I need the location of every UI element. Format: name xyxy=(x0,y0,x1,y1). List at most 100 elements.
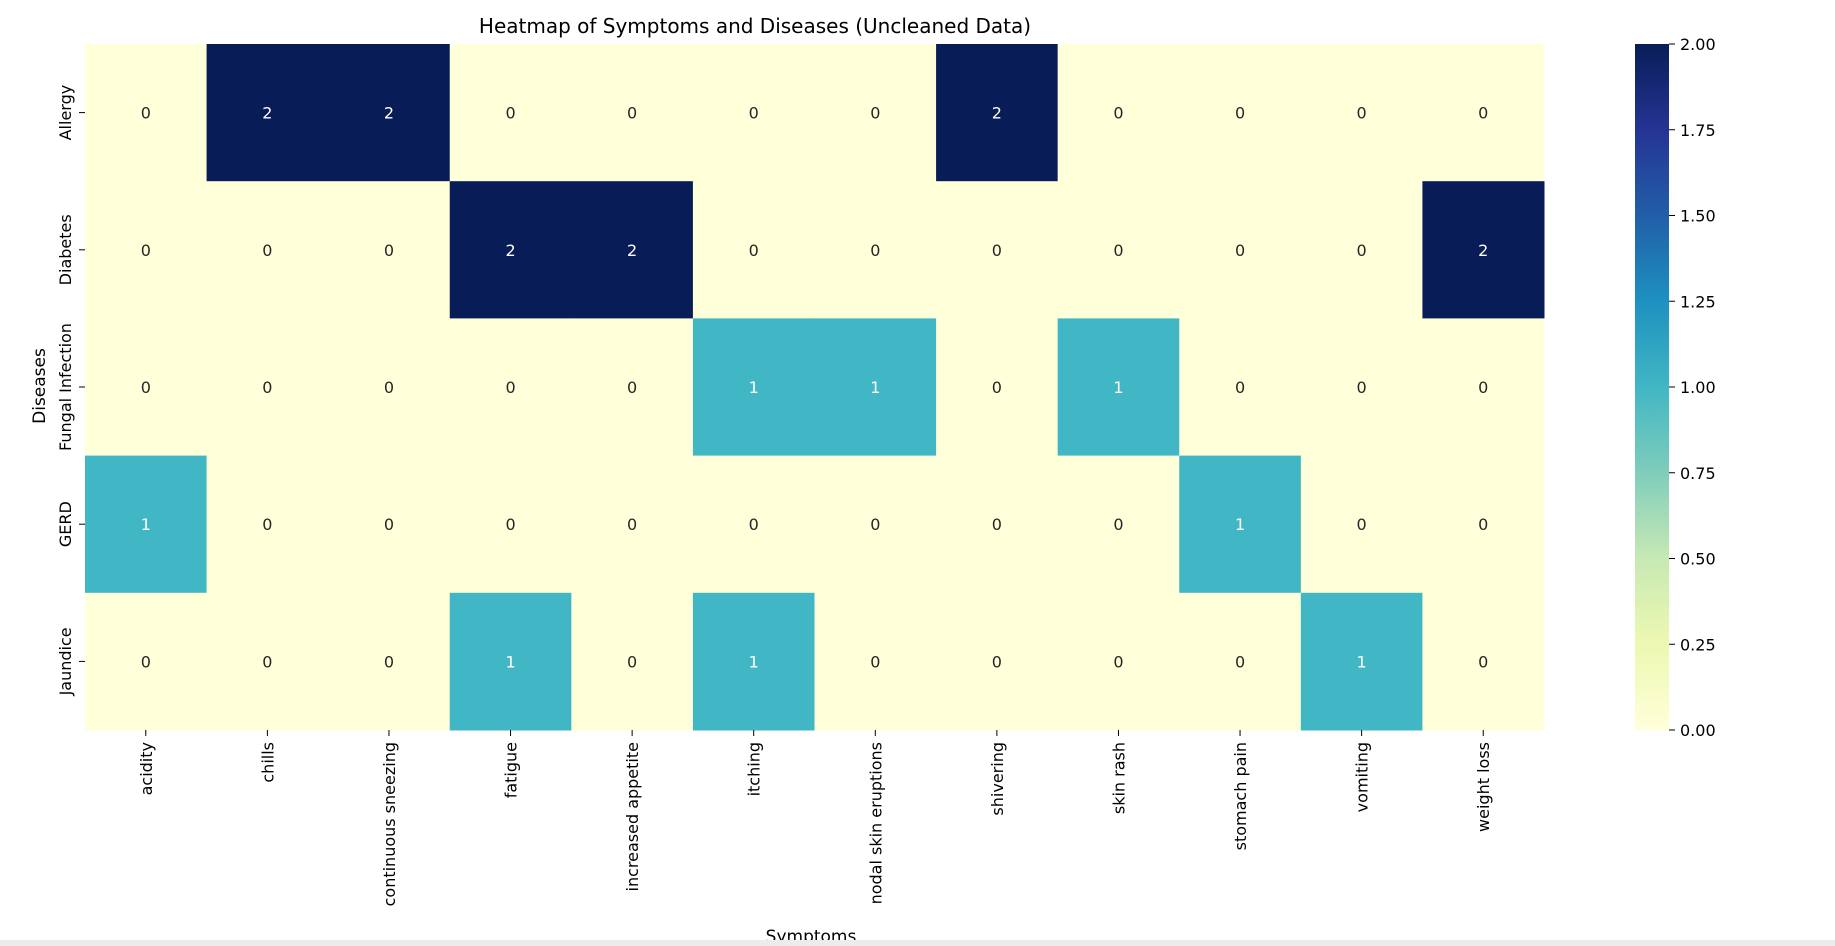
x-tick-label: continuous sneezing xyxy=(380,742,399,906)
y-tick-label: Jaundice xyxy=(56,627,75,696)
cell-value-label: 0 xyxy=(1357,515,1367,534)
heatmap-cell xyxy=(571,455,694,594)
heatmap-cell xyxy=(1422,181,1545,319)
heatmap-cell xyxy=(692,592,815,731)
cell-value-label: 0 xyxy=(1357,241,1367,260)
cell-value-label: 0 xyxy=(749,241,759,260)
cell-value-label: 1 xyxy=(1357,652,1367,671)
cell-value-label: 1 xyxy=(505,652,515,671)
colorbar-tick-label: 1.25 xyxy=(1680,292,1716,311)
cell-value-label: 0 xyxy=(1113,515,1123,534)
heatmap-cell xyxy=(206,44,329,182)
colorbar-tick-label: 0.00 xyxy=(1680,721,1716,740)
heatmap-cell xyxy=(571,592,694,731)
heatmap-cell xyxy=(1179,181,1302,319)
x-tick-label: itching xyxy=(745,742,764,796)
heatmap-cell xyxy=(571,44,694,182)
colorbar-tick-label: 0.50 xyxy=(1680,550,1716,569)
cell-value-label: 0 xyxy=(1357,104,1367,123)
heatmap-cell xyxy=(1422,44,1545,182)
y-axis-ticks: Allergy Diabetes Fungal Infection GERD Jaund… xyxy=(56,85,85,696)
cell-value-label: 0 xyxy=(627,515,637,534)
heatmap-cell xyxy=(936,44,1059,182)
colorbar-tick-label: 1.50 xyxy=(1680,207,1716,226)
cell-value-label: 1 xyxy=(749,652,759,671)
heatmap-cell xyxy=(85,318,208,457)
cell-value-label: 2 xyxy=(992,104,1002,123)
cell-value-label: 0 xyxy=(141,241,151,260)
heatmap-cell xyxy=(449,181,572,319)
heatmap-cell xyxy=(936,592,1059,731)
cell-value-label: 0 xyxy=(262,378,272,397)
cell-value-label: 2 xyxy=(1478,241,1488,260)
heatmap-cell xyxy=(1179,592,1302,731)
heatmap-cell xyxy=(814,44,937,182)
heatmap-cell xyxy=(692,455,815,594)
cell-value-label: 0 xyxy=(627,104,637,123)
heatmap-cell xyxy=(814,181,937,319)
cell-value-label: 0 xyxy=(505,104,515,123)
cell-value-label: 0 xyxy=(1113,241,1123,260)
cell-value-label: 0 xyxy=(1235,378,1245,397)
heatmap-cell xyxy=(328,44,451,182)
heatmap-cell xyxy=(1300,592,1423,731)
heatmap-cell xyxy=(1057,44,1180,182)
colorbar-tick-label: 0.75 xyxy=(1680,464,1716,483)
cell-value-label: 0 xyxy=(749,104,759,123)
cell-value-label: 0 xyxy=(1478,104,1488,123)
cell-value-label: 1 xyxy=(749,378,759,397)
cell-value-label: 0 xyxy=(1235,241,1245,260)
colorbar-tick-label: 0.25 xyxy=(1680,635,1716,654)
cell-value-label: 0 xyxy=(141,378,151,397)
x-tick-label: weight loss xyxy=(1474,742,1493,832)
heatmap-cell xyxy=(1422,455,1545,594)
heatmap-cell xyxy=(936,318,1059,457)
cell-value-label: 0 xyxy=(1478,515,1488,534)
colorbar-ticks: 0.00 0.25 0.50 0.75 1.00 1.25 1.50 1.75 2.00 xyxy=(1669,35,1716,740)
heatmap-cell xyxy=(1057,455,1180,594)
cell-value-label: 2 xyxy=(505,241,515,260)
heatmap-cell xyxy=(692,44,815,182)
x-axis-ticks: acidity chills continuous sneezing fatigue i… xyxy=(137,730,1493,906)
heatmap-cell xyxy=(449,455,572,594)
cell-value-label: 0 xyxy=(1113,652,1123,671)
heatmap-cell xyxy=(449,44,572,182)
heatmap-cell xyxy=(571,181,694,319)
cell-value-label: 2 xyxy=(384,104,394,123)
colorbar-tick-label: 2.00 xyxy=(1680,35,1716,54)
x-tick-label: skin rash xyxy=(1109,742,1128,814)
x-tick-label: acidity xyxy=(137,742,156,795)
cell-value-label: 0 xyxy=(992,652,1002,671)
heatmap-cell xyxy=(1422,592,1545,731)
heatmap-cell xyxy=(1057,181,1180,319)
cell-value-label: 0 xyxy=(870,515,880,534)
cell-value-label: 0 xyxy=(870,652,880,671)
y-tick-label: Fungal Infection xyxy=(56,323,75,451)
heatmap-cell xyxy=(85,592,208,731)
cell-value-label: 1 xyxy=(141,515,151,534)
cell-value-label: 0 xyxy=(627,652,637,671)
heatmap-cell xyxy=(1179,318,1302,457)
cell-value-label: 2 xyxy=(262,104,272,123)
cell-value-label: 0 xyxy=(262,241,272,260)
heatmap-cell xyxy=(571,318,694,457)
cell-annotations: 0 2 2 0 0 0 0 2 0 0 0 0 0 0 0 2 2 0 0 0 0 0 0 2 0 0 0 0 0 1 1 0 1 0 0 0 1 0 0 0… xyxy=(141,104,1489,672)
y-tick-label: Diabetes xyxy=(56,214,75,285)
heatmap-cell xyxy=(328,318,451,457)
cell-value-label: 0 xyxy=(384,378,394,397)
cell-value-label: 0 xyxy=(1113,104,1123,123)
chart-title: Heatmap of Symptoms and Diseases (Unclea… xyxy=(479,14,1031,38)
heatmap-cell xyxy=(449,318,572,457)
heatmap-cell xyxy=(692,318,815,457)
cell-value-label: 0 xyxy=(141,652,151,671)
heatmap-cell xyxy=(206,318,329,457)
heatmap-cell xyxy=(206,181,329,319)
x-tick-label: stomach pain xyxy=(1231,742,1250,850)
x-tick-label: increased appetite xyxy=(623,742,642,891)
heatmap-cell xyxy=(85,44,208,182)
heatmap-cell xyxy=(814,455,937,594)
heatmap-cell xyxy=(1057,318,1180,457)
cell-value-label: 0 xyxy=(1235,652,1245,671)
colorbar-tick-label: 1.75 xyxy=(1680,121,1716,140)
